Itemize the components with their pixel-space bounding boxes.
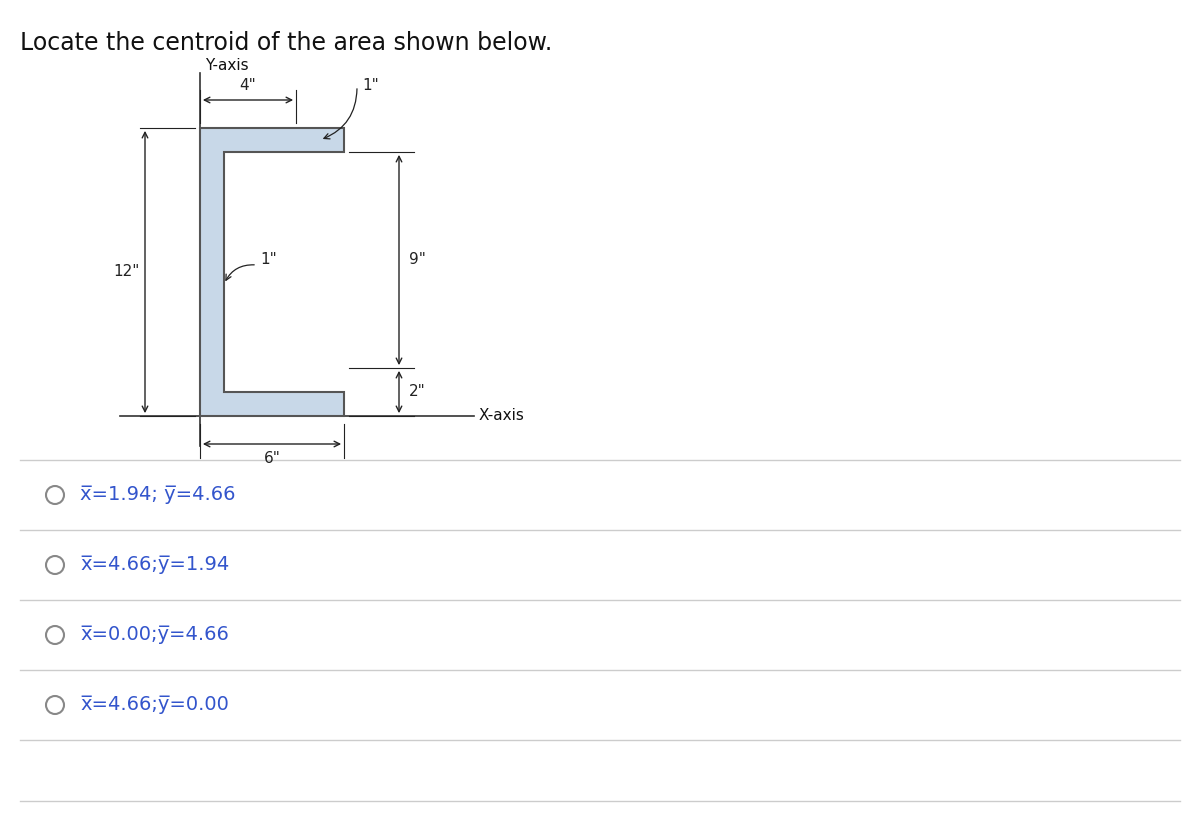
Text: 4": 4" — [240, 78, 257, 93]
Text: x̅=1.94; y̅=4.66: x̅=1.94; y̅=4.66 — [80, 485, 235, 504]
Text: 1": 1" — [260, 253, 277, 268]
Text: 9": 9" — [409, 253, 426, 268]
Text: 12": 12" — [114, 264, 140, 279]
Text: x̅=0.00;y̅=4.66: x̅=0.00;y̅=4.66 — [80, 626, 229, 645]
Text: Locate the centroid of the area shown below.: Locate the centroid of the area shown be… — [20, 31, 552, 55]
Text: X-axis: X-axis — [479, 409, 524, 424]
Text: Y-axis: Y-axis — [205, 58, 248, 73]
Text: x̅=4.66;y̅=1.94: x̅=4.66;y̅=1.94 — [80, 555, 229, 574]
Text: 2": 2" — [409, 385, 426, 400]
Text: 1": 1" — [362, 78, 379, 94]
Polygon shape — [200, 128, 344, 416]
Text: 6": 6" — [264, 451, 281, 466]
Text: x̅=4.66;y̅=0.00: x̅=4.66;y̅=0.00 — [80, 696, 229, 715]
